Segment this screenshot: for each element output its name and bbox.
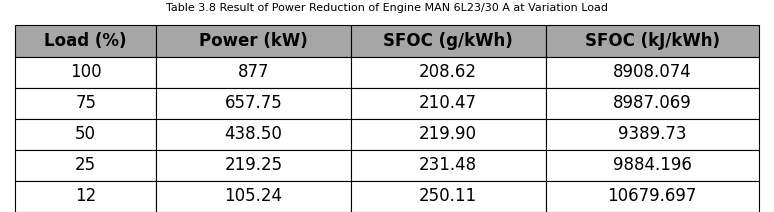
Bar bbox=[546, 181, 759, 212]
Text: 8987.069: 8987.069 bbox=[613, 94, 691, 112]
Bar bbox=[546, 119, 759, 150]
Text: 100: 100 bbox=[70, 63, 101, 81]
Text: 12: 12 bbox=[75, 187, 96, 205]
Bar bbox=[351, 88, 546, 119]
Text: 9884.196: 9884.196 bbox=[612, 156, 691, 174]
Text: 9389.73: 9389.73 bbox=[618, 125, 687, 143]
Text: 105.24: 105.24 bbox=[224, 187, 283, 205]
Bar bbox=[156, 25, 351, 57]
Text: 50: 50 bbox=[75, 125, 96, 143]
Bar bbox=[156, 88, 351, 119]
Bar bbox=[351, 57, 546, 88]
Text: 8908.074: 8908.074 bbox=[613, 63, 691, 81]
Bar bbox=[15, 181, 156, 212]
Text: Power (kW): Power (kW) bbox=[199, 32, 308, 50]
Bar bbox=[156, 181, 351, 212]
Bar bbox=[351, 150, 546, 181]
Bar bbox=[156, 150, 351, 181]
Bar bbox=[15, 119, 156, 150]
Text: SFOC (g/kWh): SFOC (g/kWh) bbox=[383, 32, 513, 50]
Bar bbox=[546, 57, 759, 88]
Bar bbox=[15, 150, 156, 181]
Text: 231.48: 231.48 bbox=[419, 156, 478, 174]
Bar bbox=[546, 25, 759, 57]
Bar bbox=[156, 119, 351, 150]
Bar bbox=[351, 119, 546, 150]
Text: 210.47: 210.47 bbox=[420, 94, 477, 112]
Bar bbox=[546, 88, 759, 119]
Bar bbox=[546, 150, 759, 181]
Bar bbox=[351, 181, 546, 212]
Text: 877: 877 bbox=[238, 63, 269, 81]
Bar bbox=[351, 25, 546, 57]
Text: Load (%): Load (%) bbox=[44, 32, 127, 50]
Text: 208.62: 208.62 bbox=[420, 63, 477, 81]
Text: 219.90: 219.90 bbox=[420, 125, 477, 143]
Text: 219.25: 219.25 bbox=[224, 156, 283, 174]
Text: 25: 25 bbox=[75, 156, 96, 174]
Text: 657.75: 657.75 bbox=[224, 94, 283, 112]
Text: 10679.697: 10679.697 bbox=[608, 187, 697, 205]
Text: Table 3.8 Result of Power Reduction of Engine MAN 6L23/30 A at Variation Load: Table 3.8 Result of Power Reduction of E… bbox=[166, 3, 608, 13]
Text: 250.11: 250.11 bbox=[419, 187, 478, 205]
Bar bbox=[15, 57, 156, 88]
Bar bbox=[156, 57, 351, 88]
Text: 438.50: 438.50 bbox=[224, 125, 283, 143]
Bar bbox=[15, 88, 156, 119]
Bar bbox=[15, 25, 156, 57]
Text: 75: 75 bbox=[75, 94, 96, 112]
Text: SFOC (kJ/kWh): SFOC (kJ/kWh) bbox=[584, 32, 720, 50]
